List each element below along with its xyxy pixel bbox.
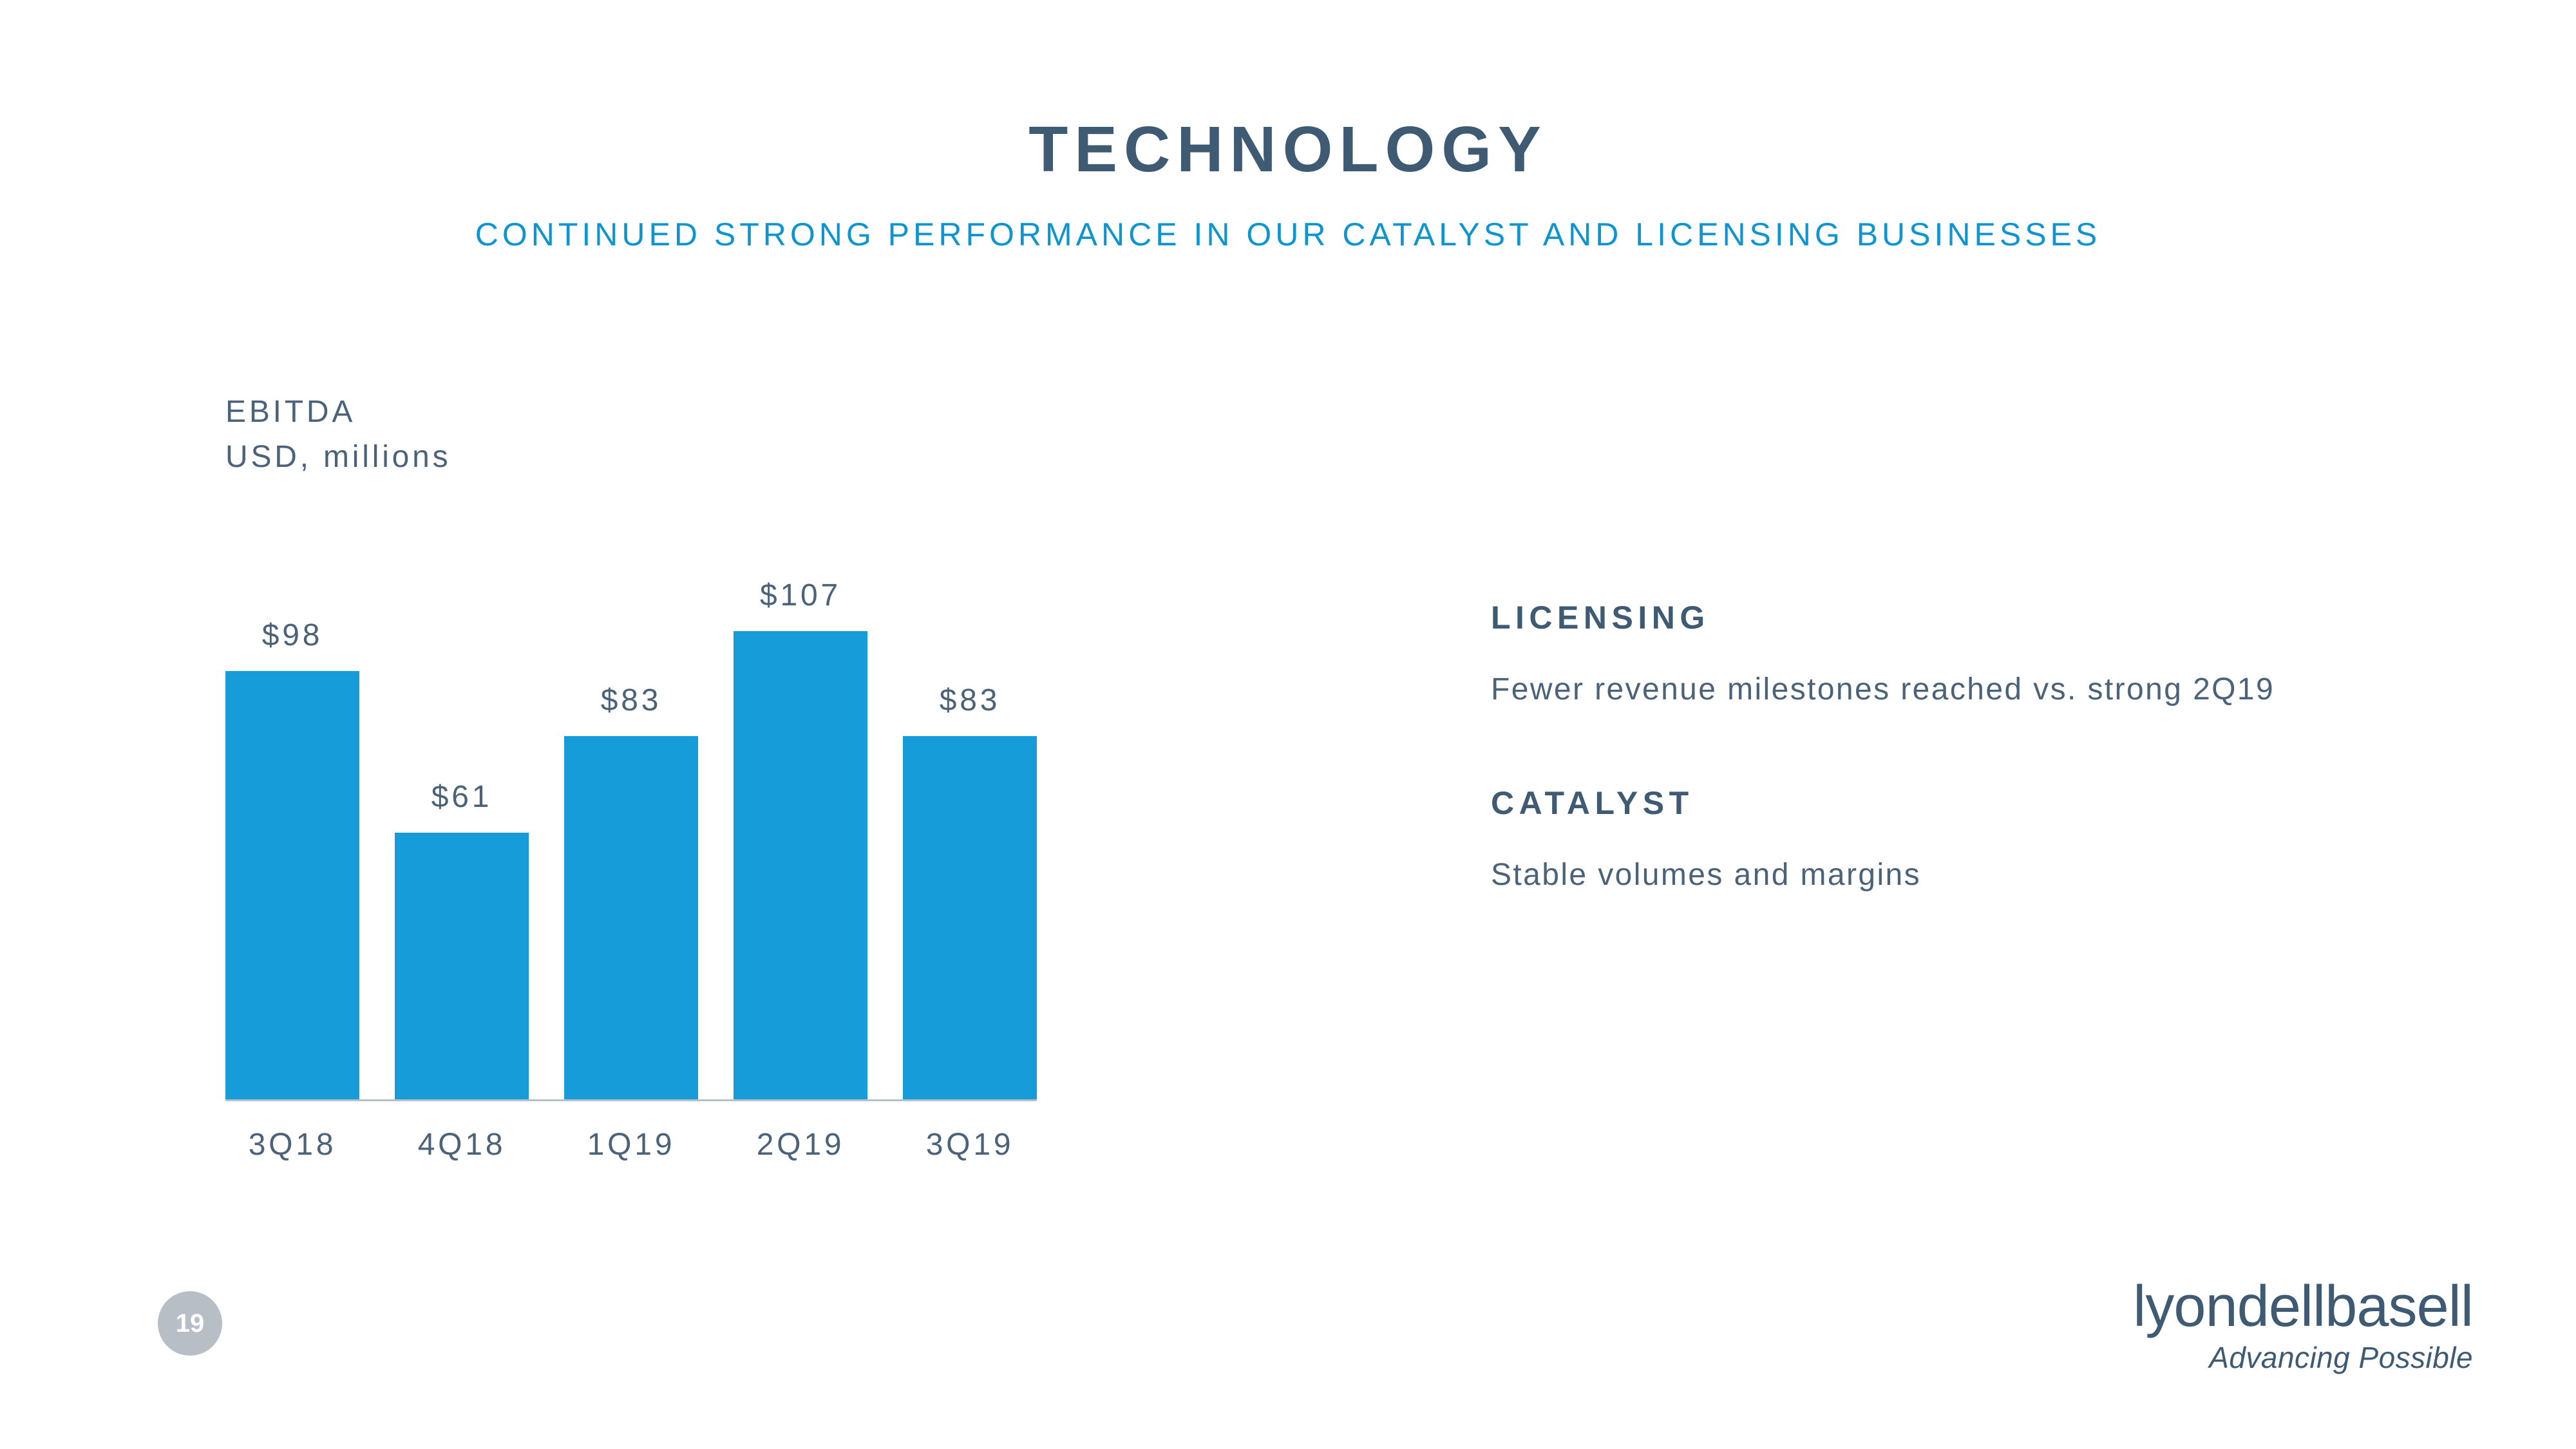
chart-x-labels: 3Q18 4Q18 1Q19 2Q19 3Q19 bbox=[225, 1127, 1037, 1162]
logo-wordmark: lyondellbasell bbox=[2133, 1274, 2473, 1340]
bar-value-label: $107 bbox=[760, 578, 841, 613]
chart-label-line2: USD, millions bbox=[225, 435, 451, 480]
bar-slot: $98 bbox=[225, 618, 359, 1100]
slide-subtitle: CONTINUED STRONG PERFORMANCE IN OUR CATA… bbox=[475, 216, 2101, 253]
section-body: Stable volumes and margins bbox=[1491, 857, 2431, 893]
page-number-badge: 19 bbox=[158, 1291, 222, 1356]
ebitda-bar-chart: $98 $61 $83 $107 $83 bbox=[225, 560, 1037, 1101]
bar-value-label: $83 bbox=[601, 683, 662, 718]
bar-slot: $107 bbox=[734, 578, 867, 1099]
chart-y-axis-label: EBITDA USD, millions bbox=[225, 390, 451, 479]
slide-title: TECHNOLOGY bbox=[1028, 113, 1548, 187]
x-axis-label: 4Q18 bbox=[395, 1127, 529, 1162]
logo-tagline: Advancing Possible bbox=[2133, 1340, 2473, 1375]
bar bbox=[564, 736, 698, 1099]
bar bbox=[395, 833, 529, 1099]
bar bbox=[734, 631, 867, 1099]
chart-bars-container: $98 $61 $83 $107 $83 bbox=[225, 558, 1037, 1099]
commentary-column: LICENSING Fewer revenue milestones reache… bbox=[1491, 599, 2431, 893]
section-heading: CATALYST bbox=[1491, 784, 2431, 822]
chart-label-line1: EBITDA bbox=[225, 390, 451, 435]
bar-slot: $83 bbox=[903, 683, 1037, 1099]
x-axis-label: 3Q19 bbox=[903, 1127, 1037, 1162]
bar bbox=[903, 736, 1037, 1099]
bar-value-label: $83 bbox=[940, 683, 1001, 718]
bar-slot: $83 bbox=[564, 683, 698, 1099]
x-axis-label: 2Q19 bbox=[734, 1127, 867, 1162]
section-body: Fewer revenue milestones reached vs. str… bbox=[1491, 672, 2431, 707]
bar bbox=[225, 671, 359, 1100]
company-logo: lyondellbasell Advancing Possible bbox=[2133, 1274, 2473, 1375]
bar-value-label: $98 bbox=[262, 618, 323, 653]
bar-value-label: $61 bbox=[431, 779, 493, 815]
x-axis-label: 1Q19 bbox=[564, 1127, 698, 1162]
bar-slot: $61 bbox=[395, 779, 529, 1099]
chart-baseline bbox=[225, 1099, 1037, 1101]
section-heading: LICENSING bbox=[1491, 599, 2431, 636]
x-axis-label: 3Q18 bbox=[225, 1127, 359, 1162]
